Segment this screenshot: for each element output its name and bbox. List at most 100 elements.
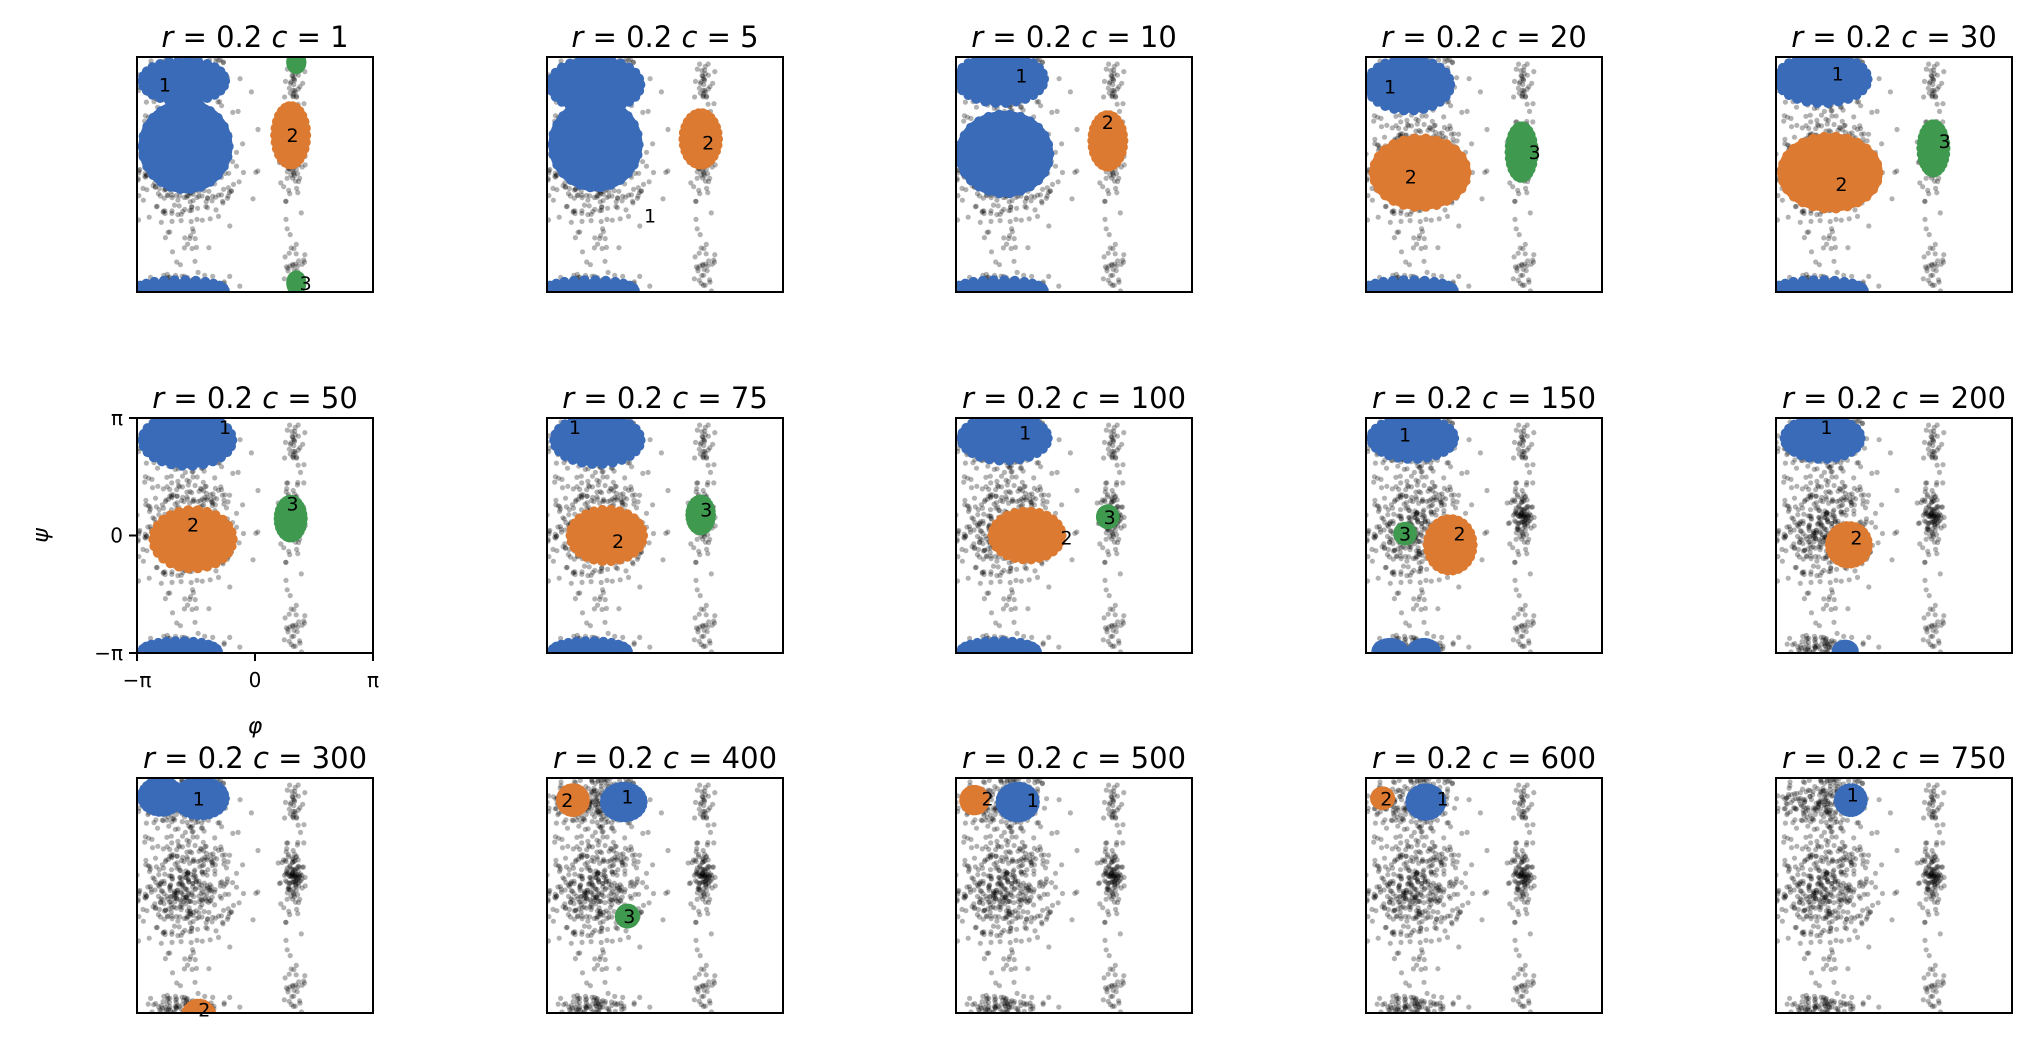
background-point	[199, 193, 205, 199]
background-point	[217, 57, 223, 63]
background-point	[1114, 263, 1120, 269]
background-point	[1456, 273, 1462, 279]
background-point	[216, 192, 222, 198]
cluster-point	[959, 167, 970, 178]
background-point	[210, 193, 216, 199]
background-point	[572, 210, 578, 217]
background-point	[977, 219, 983, 225]
cluster-point	[1378, 294, 1388, 304]
background-point	[302, 162, 308, 168]
background-point	[1887, 89, 1893, 95]
background-point	[1047, 188, 1054, 194]
cluster-point	[1419, 275, 1430, 286]
background-point	[1866, 223, 1872, 229]
cluster-point	[585, 182, 596, 193]
background-point	[292, 89, 298, 95]
cluster-point	[173, 57, 184, 66]
background-point	[619, 198, 625, 204]
background-point	[240, 141, 246, 147]
background-point	[1381, 134, 1388, 140]
background-point	[979, 209, 985, 215]
background-point	[579, 195, 585, 201]
cluster-point	[622, 168, 633, 179]
background-point	[1074, 168, 1080, 174]
cluster-2	[678, 108, 723, 170]
background-point	[1917, 180, 1923, 186]
cluster-point	[159, 295, 169, 305]
background-point	[700, 282, 707, 288]
cluster-point	[632, 129, 643, 140]
background-point	[161, 208, 167, 214]
background-point	[1035, 192, 1041, 198]
background-point	[206, 188, 212, 194]
background-point	[1398, 218, 1404, 224]
background-point	[632, 170, 638, 176]
background-point	[702, 71, 708, 77]
background-point	[995, 203, 1001, 209]
background-point	[140, 185, 146, 191]
background-point	[1101, 78, 1108, 84]
background-point	[1833, 113, 1839, 119]
background-point	[1107, 172, 1113, 178]
background-point	[177, 193, 183, 199]
cluster-point	[994, 109, 1005, 120]
background-point	[658, 89, 665, 95]
background-point	[1522, 94, 1529, 100]
background-point	[1405, 123, 1412, 129]
background-point	[1110, 246, 1116, 252]
background-point	[572, 208, 578, 214]
background-point	[1389, 125, 1395, 131]
background-point	[697, 90, 703, 96]
cluster-point	[138, 131, 149, 142]
background-point	[1439, 130, 1445, 136]
background-point	[1404, 212, 1410, 218]
background-point	[968, 115, 974, 121]
background-point	[547, 166, 553, 173]
background-point	[1838, 217, 1844, 223]
cluster-point	[183, 57, 194, 66]
cluster-point	[1043, 139, 1054, 150]
background-point	[1387, 219, 1393, 225]
background-point	[203, 199, 209, 205]
background-point	[293, 251, 299, 257]
background-point	[182, 206, 188, 212]
background-point	[297, 175, 303, 181]
background-point	[1530, 259, 1537, 265]
background-point	[1056, 76, 1062, 82]
background-point	[1846, 216, 1852, 222]
background-point	[292, 87, 298, 94]
panel-title: r = 0.2 c = 1	[161, 20, 348, 54]
cluster-point	[1441, 139, 1452, 150]
background-point	[230, 159, 236, 165]
cluster-point	[1009, 275, 1020, 286]
background-point	[594, 192, 600, 198]
background-point	[1511, 254, 1517, 260]
background-point	[1007, 233, 1013, 239]
background-point	[1852, 207, 1858, 213]
cluster-point	[1015, 111, 1026, 122]
background-point	[614, 205, 621, 211]
background-point	[1518, 68, 1524, 74]
background-point	[1432, 122, 1438, 128]
background-point	[230, 109, 236, 115]
background-point	[185, 241, 191, 247]
background-point	[1889, 196, 1895, 202]
cluster-point	[590, 275, 601, 286]
cluster-point	[559, 294, 569, 304]
background-point	[1115, 258, 1121, 264]
cluster-point	[1409, 275, 1420, 286]
background-point	[188, 233, 194, 239]
background-point	[286, 187, 292, 193]
background-point	[637, 223, 643, 229]
background-point	[142, 113, 148, 119]
background-point	[1398, 249, 1405, 255]
background-point	[228, 188, 234, 194]
background-point	[1519, 94, 1525, 100]
background-point	[1829, 226, 1835, 232]
background-point	[161, 195, 167, 201]
background-point	[177, 262, 183, 268]
background-point	[301, 259, 308, 265]
background-point	[1512, 264, 1518, 270]
background-point	[1032, 207, 1038, 213]
